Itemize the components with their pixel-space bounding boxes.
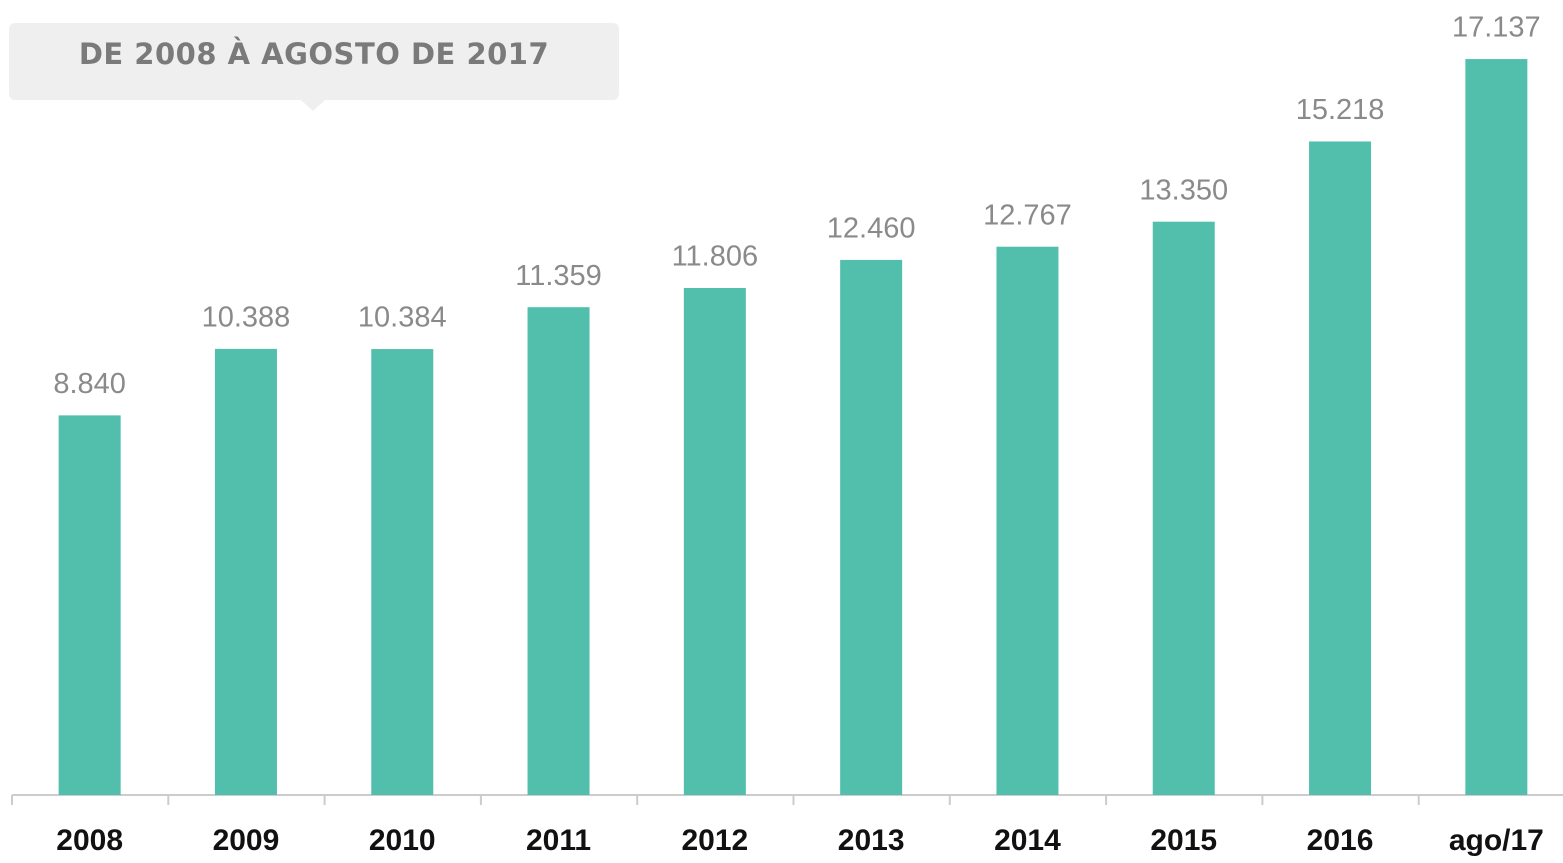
- x-tick-label: 2008: [56, 824, 123, 857]
- bar: [683, 287, 746, 795]
- x-tick-label: 2014: [994, 824, 1061, 857]
- bar: [1152, 221, 1215, 796]
- bar: [527, 307, 590, 795]
- title-box: [9, 23, 619, 100]
- x-tick-label: 2013: [838, 824, 905, 857]
- x-tick-label: 2012: [681, 824, 748, 857]
- value-label: 10.388: [202, 302, 291, 334]
- value-label: 15.218: [1296, 94, 1385, 126]
- value-label: 12.460: [827, 213, 916, 245]
- x-tick-label: 2010: [369, 824, 436, 857]
- value-label: 11.359: [515, 260, 602, 292]
- bar: [371, 349, 434, 795]
- bar: [1465, 59, 1528, 796]
- x-tick-label: 2009: [213, 824, 280, 857]
- x-tick-label: 2011: [526, 824, 591, 857]
- bar: [996, 246, 1059, 795]
- title-pointer: [301, 100, 325, 111]
- chart-title: DE 2008 À AGOSTO DE 2017: [79, 37, 549, 71]
- bar: [214, 348, 277, 795]
- value-label: 11.806: [672, 241, 759, 273]
- x-tick-label: ago/17: [1449, 824, 1544, 857]
- value-label: 10.384: [358, 302, 447, 334]
- value-label: 17.137: [1452, 12, 1541, 44]
- x-tick-label: 2015: [1150, 824, 1217, 857]
- bar: [840, 259, 903, 795]
- bar: [1309, 141, 1372, 796]
- x-tick-label: 2016: [1307, 824, 1374, 857]
- value-label: 8.840: [53, 368, 126, 400]
- bar: [58, 415, 121, 795]
- value-label: 13.350: [1139, 174, 1228, 206]
- value-label: 12.767: [983, 199, 1072, 231]
